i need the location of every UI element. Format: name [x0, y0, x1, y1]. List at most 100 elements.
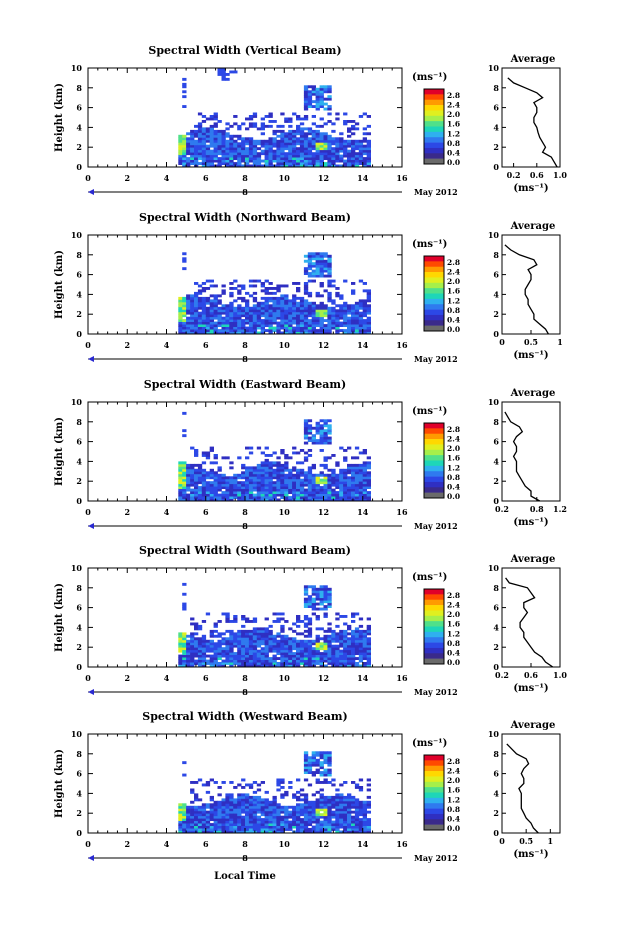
heatmap-cell	[182, 491, 187, 494]
heatmap-cell	[303, 605, 309, 608]
heatmap-cell	[241, 624, 246, 628]
heatmap-cell	[319, 493, 324, 497]
heatmap-cell	[241, 647, 246, 651]
heatmap-cell	[233, 314, 238, 318]
heatmap-cell	[327, 157, 332, 160]
heatmap-cell	[217, 149, 222, 153]
panel-2: Spectral Width (Northward Beam)0 2 4 6 8 10 12…	[54, 211, 563, 364]
heatmap-cell	[343, 795, 348, 799]
heatmap-cell	[354, 466, 360, 470]
heatmap-cell	[233, 134, 238, 138]
colorbar-segment	[424, 282, 444, 289]
heatmap-cell	[197, 284, 203, 288]
heatmap-cell	[201, 805, 207, 809]
colorbar-segment	[424, 460, 444, 467]
heatmap-cell	[272, 612, 277, 616]
heatmap-cell	[354, 142, 360, 146]
heatmap-cell	[299, 149, 305, 153]
heatmap-cell	[296, 154, 301, 158]
heatmap-cell	[351, 468, 356, 472]
heatmap-cell	[335, 314, 340, 318]
heatmap-cell	[209, 149, 214, 153]
heatmap-cell	[292, 446, 297, 450]
heatmap-cell	[299, 468, 305, 472]
heatmap-cell	[288, 647, 293, 651]
heatmap-cell	[205, 654, 211, 658]
heatmap-cell	[303, 284, 309, 288]
heatmap-cell	[362, 321, 367, 325]
heatmap-cell	[264, 654, 269, 658]
heatmap-cell	[331, 629, 336, 633]
colorbar-tick-label: 2.4	[447, 268, 460, 277]
heatmap-cell	[276, 823, 281, 826]
heatmap-cell	[194, 147, 199, 151]
heatmap-cell	[233, 473, 238, 477]
heatmap-cell	[311, 649, 316, 653]
heatmap-cell	[237, 147, 242, 151]
colorbar-segment	[424, 610, 444, 617]
heatmap-cell	[233, 818, 238, 821]
heatmap-cell	[280, 644, 285, 648]
heatmap-cell	[319, 664, 324, 668]
heatmap-cell	[366, 642, 371, 646]
heatmap-cell	[194, 481, 199, 485]
heatmap-cell	[225, 493, 230, 497]
heatmap-cell	[264, 483, 269, 487]
heatmap-cell	[201, 289, 207, 293]
colorbar-segment	[424, 760, 444, 767]
heatmap-cell	[264, 659, 269, 663]
heatmap-cell	[217, 803, 222, 807]
heatmap-cell	[288, 154, 293, 158]
heatmap-cell	[319, 319, 324, 322]
heatmap-cell	[319, 627, 324, 631]
heatmap-cell	[245, 162, 250, 165]
heatmap-cell	[362, 493, 367, 497]
heatmap-cell	[217, 830, 222, 834]
heatmap-cell	[252, 311, 258, 315]
colorbar-segment	[424, 158, 444, 165]
heatmap-cell	[347, 805, 352, 809]
heatmap-cell	[248, 471, 254, 475]
heatmap-cell	[190, 644, 195, 648]
heatmap-cell	[268, 124, 273, 128]
heatmap-cell	[256, 632, 262, 636]
heatmap-cell	[205, 647, 211, 651]
heatmap-cell	[252, 139, 258, 143]
date-marker	[88, 523, 94, 529]
heatmap-cell	[303, 431, 309, 435]
heatmap-cell	[205, 823, 211, 826]
heatmap-cell	[296, 649, 301, 653]
heatmap-cell	[362, 331, 367, 335]
heatmap-cell	[194, 820, 199, 824]
colorbar-segment	[424, 320, 444, 326]
heatmap-cell	[358, 319, 364, 322]
heatmap-cell	[276, 154, 281, 158]
heatmap-cell	[319, 434, 324, 438]
heatmap-cell	[315, 87, 320, 91]
heatmap-cell	[288, 468, 293, 472]
heatmap-cell	[335, 159, 340, 163]
heatmap-cell	[201, 491, 207, 494]
heatmap-cell	[343, 644, 348, 648]
heatmap-cell	[311, 481, 316, 485]
heatmap-cell	[264, 498, 269, 502]
heatmap-cell	[323, 795, 328, 799]
heatmap-cell	[296, 498, 301, 502]
heatmap-cell	[354, 152, 360, 156]
heatmap-cell	[280, 654, 285, 658]
heatmap-cell	[229, 154, 234, 158]
heatmap-cell	[288, 813, 293, 817]
heatmap-cell	[272, 644, 277, 648]
heatmap-cell	[272, 476, 277, 480]
heatmap-cell	[248, 147, 254, 151]
heatmap-cell	[190, 654, 195, 658]
heatmap-cell	[315, 763, 320, 767]
x-tick-label: 6	[203, 507, 209, 517]
heatmap-cell	[276, 820, 281, 824]
heatmap-cell	[303, 615, 309, 618]
avg-y-tick-label: 0	[493, 662, 499, 672]
heatmap-cell	[331, 129, 336, 133]
heatmap-cell	[245, 813, 250, 817]
heatmap-cell	[245, 620, 250, 623]
heatmap-cell	[288, 157, 293, 160]
